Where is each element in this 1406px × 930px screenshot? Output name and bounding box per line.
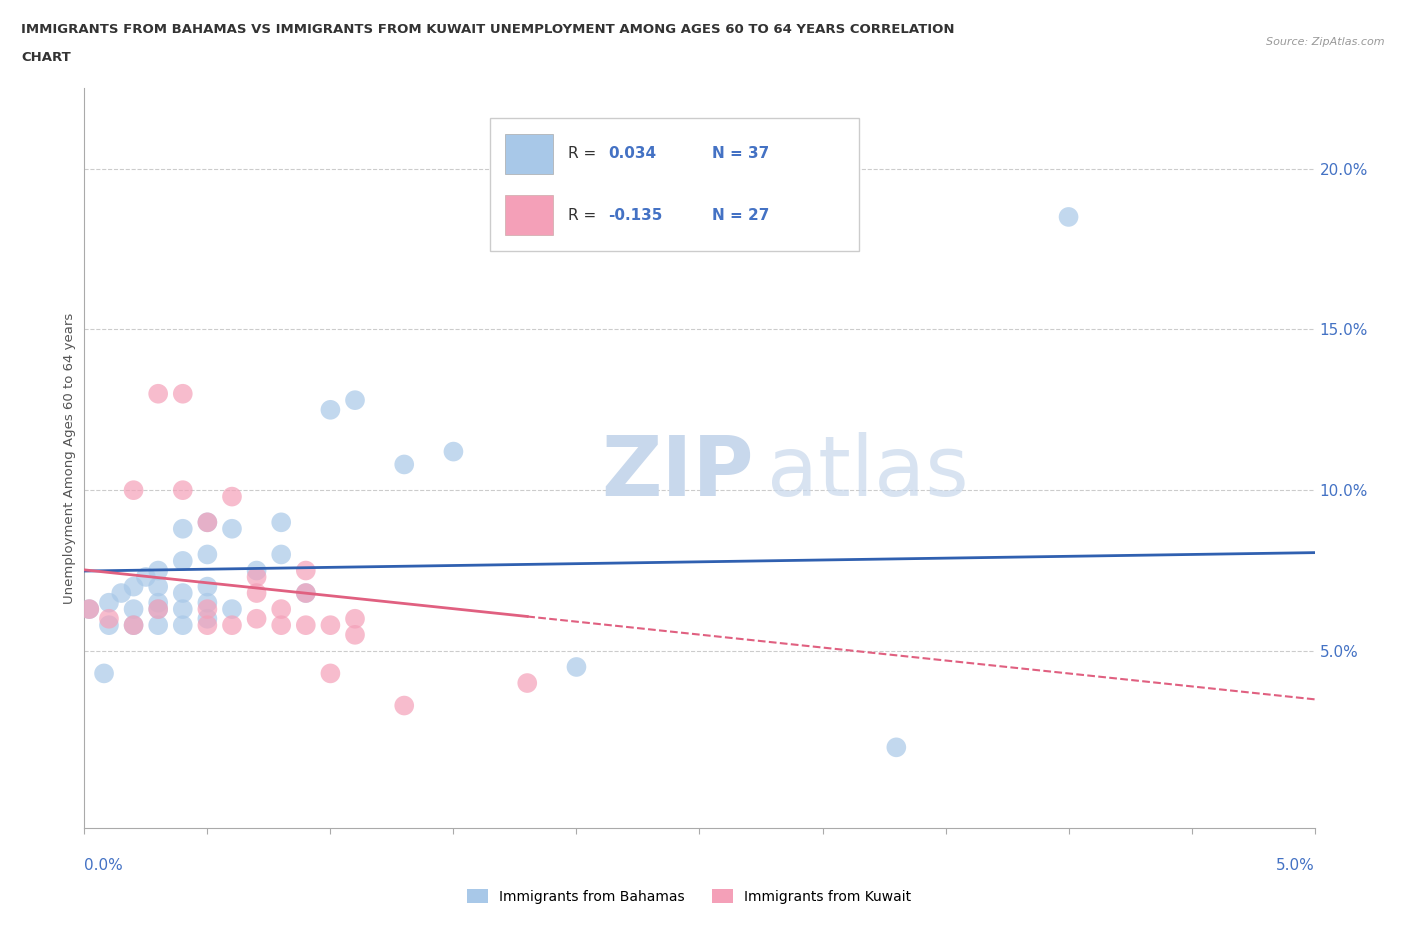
Text: IMMIGRANTS FROM BAHAMAS VS IMMIGRANTS FROM KUWAIT UNEMPLOYMENT AMONG AGES 60 TO : IMMIGRANTS FROM BAHAMAS VS IMMIGRANTS FR… — [21, 23, 955, 36]
Point — [270, 602, 292, 617]
Point — [1057, 209, 1080, 224]
Point — [110, 586, 132, 601]
Text: Source: ZipAtlas.com: Source: ZipAtlas.com — [1267, 37, 1385, 47]
Point — [344, 392, 367, 407]
Point — [93, 666, 115, 681]
Point — [221, 489, 243, 504]
Point — [221, 522, 243, 537]
Point — [270, 515, 292, 530]
Point — [246, 563, 269, 578]
Point — [246, 611, 269, 626]
Point — [394, 698, 416, 713]
Point — [319, 666, 342, 681]
Point — [148, 563, 170, 578]
Point — [270, 618, 292, 632]
Point — [197, 595, 219, 610]
Point — [443, 445, 465, 459]
Point — [148, 386, 170, 401]
Point — [172, 386, 194, 401]
Point — [295, 586, 318, 601]
Point — [344, 628, 367, 643]
Point — [221, 618, 243, 632]
Point — [886, 740, 908, 755]
Point — [172, 618, 194, 632]
Point — [319, 618, 342, 632]
Point — [135, 569, 157, 584]
Point — [148, 579, 170, 594]
Point — [394, 457, 416, 472]
Point — [122, 602, 145, 617]
Text: ZIP: ZIP — [602, 432, 754, 513]
Point — [172, 602, 194, 617]
Point — [197, 602, 219, 617]
Point — [246, 586, 269, 601]
Point — [148, 602, 170, 617]
Point — [122, 579, 145, 594]
Point — [197, 547, 219, 562]
Point — [565, 659, 588, 674]
Point — [197, 515, 219, 530]
Point — [516, 675, 538, 690]
Point — [197, 515, 219, 530]
Point — [98, 611, 121, 626]
Point — [270, 547, 292, 562]
Point — [148, 618, 170, 632]
Text: 0.0%: 0.0% — [84, 857, 124, 872]
Point — [295, 618, 318, 632]
Text: atlas: atlas — [768, 432, 969, 513]
Point — [197, 618, 219, 632]
Point — [221, 602, 243, 617]
Point — [172, 522, 194, 537]
Point — [295, 563, 318, 578]
Point — [98, 595, 121, 610]
Text: 5.0%: 5.0% — [1275, 857, 1315, 872]
Point — [319, 403, 342, 418]
Point — [246, 569, 269, 584]
Text: CHART: CHART — [21, 51, 70, 64]
Point — [122, 483, 145, 498]
Point — [344, 611, 367, 626]
Point — [172, 483, 194, 498]
Y-axis label: Unemployment Among Ages 60 to 64 years: Unemployment Among Ages 60 to 64 years — [63, 312, 76, 604]
Point — [172, 586, 194, 601]
Point — [98, 618, 121, 632]
Point — [172, 553, 194, 568]
Point — [295, 586, 318, 601]
Point — [122, 618, 145, 632]
Point — [148, 602, 170, 617]
Point — [197, 611, 219, 626]
Point — [122, 618, 145, 632]
Point — [148, 595, 170, 610]
Legend: Immigrants from Bahamas, Immigrants from Kuwait: Immigrants from Bahamas, Immigrants from… — [461, 884, 917, 910]
Point — [79, 602, 101, 617]
Point — [79, 602, 101, 617]
Point — [197, 579, 219, 594]
